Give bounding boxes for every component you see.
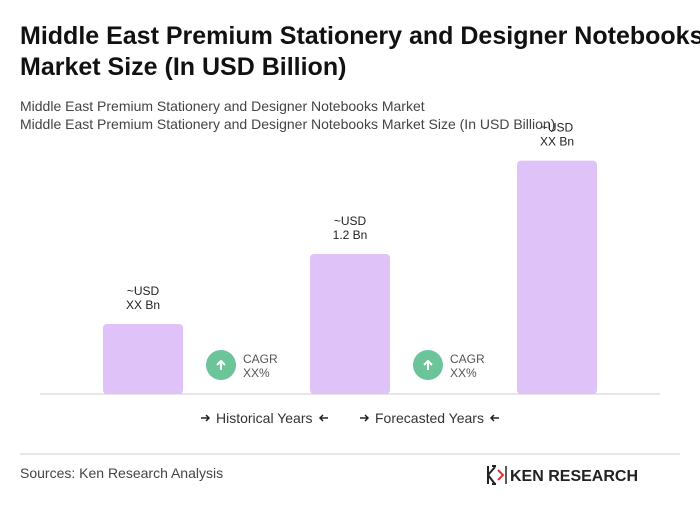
bar (517, 160, 597, 394)
bar (103, 323, 183, 394)
chart-title: Middle East Premium Stationery and Desig… (20, 22, 700, 81)
value-label: XX Bn (126, 298, 160, 312)
cagr-label: CAGR (243, 352, 278, 366)
legend-label: Historical Years (216, 410, 313, 426)
cagr-label: XX% (243, 366, 270, 380)
value-label: ~USD (541, 121, 574, 135)
cagr-arrow (423, 359, 433, 370)
legend-arrow (360, 414, 370, 422)
value-label: ~USD (334, 214, 367, 228)
bar (310, 253, 390, 394)
legend-label: Forecasted Years (375, 410, 484, 426)
value-label: XX Bn (540, 135, 574, 149)
legend-arrow (489, 414, 499, 422)
legend-arrow (201, 414, 211, 422)
source: Sources: Ken Research Analysis (20, 465, 223, 481)
value-label: 1.2 Bn (333, 228, 368, 242)
subtitle: Middle East Premium Stationery and Desig… (20, 98, 425, 114)
cagr-arrow (216, 359, 226, 370)
legend-arrow (318, 414, 328, 422)
cagr-label: CAGR (450, 352, 485, 366)
cagr-label: XX% (450, 366, 477, 380)
logo: KEN RESEARCH (487, 465, 638, 485)
value-label: ~USD (127, 284, 160, 298)
subtitle: Middle East Premium Stationery and Desig… (20, 116, 555, 132)
brand: KEN RESEARCH (510, 468, 638, 485)
